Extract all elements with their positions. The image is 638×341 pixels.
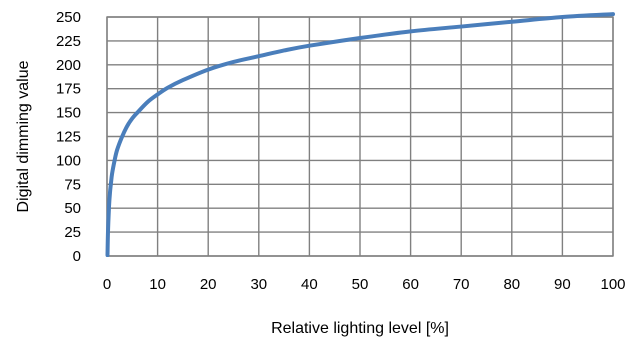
- y-tick-label: 250: [56, 9, 81, 26]
- y-tick-label: 125: [56, 129, 81, 146]
- x-tick-label: 90: [554, 276, 571, 293]
- plot-border: [106, 16, 614, 257]
- y-tick-label: 175: [56, 81, 81, 98]
- y-tick-label: 50: [64, 200, 81, 217]
- y-tick-label: 100: [56, 152, 81, 169]
- plot-frame: [106, 16, 614, 257]
- y-tick-label: 225: [56, 33, 81, 50]
- x-tick-label: 0: [103, 276, 111, 293]
- x-tick-label: 60: [402, 276, 419, 293]
- x-tick-label: 30: [250, 276, 267, 293]
- x-tick-label: 20: [200, 276, 217, 293]
- x-tick-label: 10: [149, 276, 166, 293]
- x-tick-label: 80: [503, 276, 520, 293]
- y-tick-label: 0: [73, 248, 81, 265]
- y-tick-label: 25: [64, 224, 81, 241]
- y-tick-label: 200: [56, 57, 81, 74]
- x-tick-label: 70: [453, 276, 470, 293]
- y-tick-label: 150: [56, 105, 81, 122]
- x-tick-label: 100: [600, 276, 625, 293]
- grid: [106, 16, 614, 257]
- y-tick-label: 75: [64, 176, 81, 193]
- series-line: [105, 12, 615, 258]
- x-axis-label: Relative lighting level [%]: [271, 320, 449, 337]
- x-tick-label: 40: [301, 276, 318, 293]
- series: [105, 12, 615, 258]
- x-tick-labels: 0 10 20 30 40 50 60 70 80 90 100: [103, 276, 626, 293]
- y-tick-labels: 0 25 50 75 100 125 150 175 200 225 250: [56, 9, 81, 265]
- y-axis-label: Digital dimming value: [15, 60, 32, 212]
- x-tick-label: 50: [352, 276, 369, 293]
